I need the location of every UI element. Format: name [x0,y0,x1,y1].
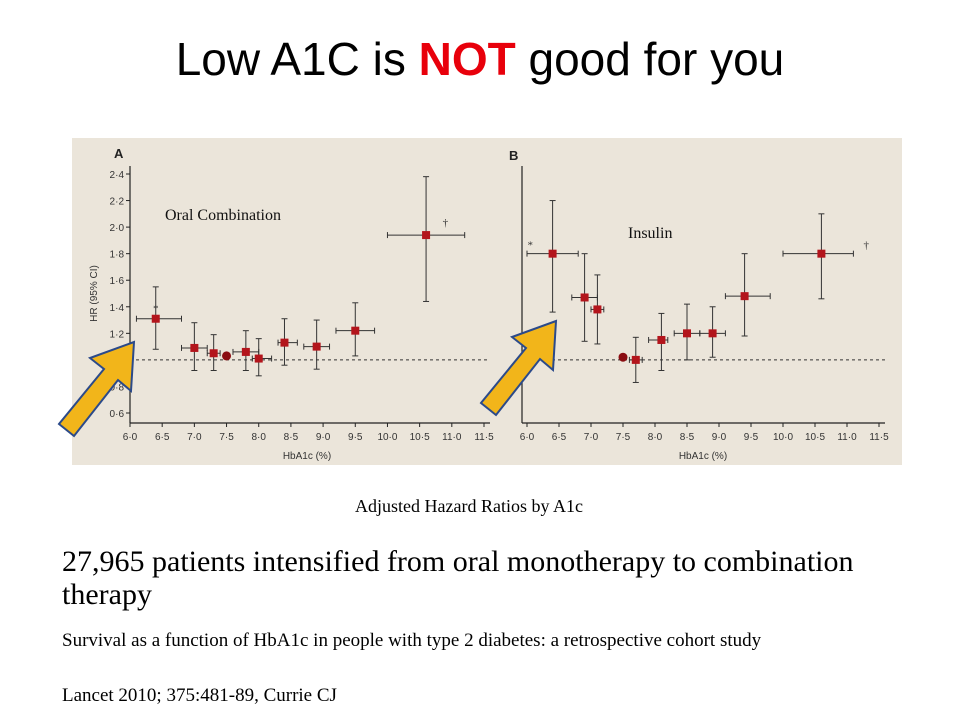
panel-b-label: B [509,148,518,163]
panel-a-x-tick-label: 11·5 [474,432,494,443]
panel-a-hr-point [151,314,160,323]
panel-a-hr-point [241,347,250,356]
panel-b-x-tick-label: 10·5 [805,432,825,443]
panel-b-hr-point [593,305,602,314]
panel-a-x-tick-label: 6·0 [123,432,138,443]
panel-b-x-tick-label: 6·0 [520,432,535,443]
panel-a-hr-point [351,326,360,335]
panel-a-hr-point [190,343,199,352]
panel-a-y-tick-label: 2·4 [110,170,125,181]
title-suffix: good for you [515,33,785,85]
panel-b-reference-point [618,352,628,362]
panel-a-hr-point [422,231,431,240]
panel-b-hr-point [548,249,557,258]
panel-a-y-axis-label: HR (95% CI) [89,265,100,322]
citation-reference: Lancet 2010; 375:481-89, Currie CJ [62,685,337,706]
panel-a-x-tick-label: 11·0 [442,432,462,443]
panel-b-significance-mark: * [527,239,533,251]
panel-a-y-tick-label: 2·0 [110,223,125,234]
panel-a-x-tick-label: 8·0 [252,432,267,443]
panel-a-hr-point [280,338,289,347]
panel-a-x-tick-label: 8·5 [284,432,299,443]
panel-b-x-tick-label: 9·5 [744,432,759,443]
panel-a-x-tick-label: 9·5 [348,432,363,443]
panel-a-y-tick-label: 1·4 [110,303,125,314]
figure-caption: Adjusted Hazard Ratios by A1c [355,496,583,516]
panel-a-hr-point [312,342,321,351]
panel-a-x-tick-label: 9·0 [316,432,331,443]
panel-b-hr-point [708,329,717,338]
citation-title: Survival as a function of HbA1c in peopl… [62,630,762,651]
hazard-ratio-figure: A0·60·81·01·21·41·61·82·02·22·4HR (95% C… [72,138,902,465]
title-prefix: Low A1C is [175,33,419,85]
panel-a-y-tick-label: 1·6 [110,276,125,287]
panel-a-x-tick-label: 7·5 [219,432,234,443]
panel-b-hr-point [740,292,749,301]
panel-a-y-tick-label: 0·6 [110,409,125,420]
panel-a-annotation: Oral Combination [165,207,281,224]
panel-a-x-tick-label: 6·5 [155,432,170,443]
title-emphasis: NOT [418,33,516,85]
panel-b-x-tick-label: 6·5 [552,432,567,443]
study-headline: 27,965 patients intensified from oral mo… [62,545,854,611]
panel-a-x-tick-label: 7·0 [187,432,202,443]
hazard-ratio-svg: A0·60·81·01·21·41·61·82·02·22·4HR (95% C… [89,146,889,462]
panel-b-hr-point [817,249,826,258]
panel-a-label: A [114,146,124,161]
panel-a-y-tick-label: 2·2 [110,197,125,208]
panel-b-x-tick-label: 11·0 [837,432,857,443]
panel-a-x-tick-label: 10·5 [410,432,430,443]
panel-b-annotation: Insulin [628,225,672,242]
panel-b-x-tick-label: 7·0 [584,432,599,443]
panel-b-significance-mark: † [863,239,869,251]
panel-b-hr-point [631,355,640,364]
panel-b-hr-point [657,335,666,344]
arrow-pointer-a-icon [57,340,136,438]
panel-b-x-axis-label: HbA1c (%) [679,451,727,462]
panel-b-x-tick-label: 8·5 [680,432,695,443]
panel-a-y-tick-label: 1·2 [110,329,125,340]
panel-a-x-tick-label: 10·0 [377,432,397,443]
panel-a-significance-mark: † [443,217,449,229]
panel-a-hr-point [254,354,263,363]
panel-a-x-axis-label: HbA1c (%) [283,451,331,462]
arrow-pointer-b-icon [479,319,558,417]
panel-b-hr-point [683,329,691,338]
panel-a-significance-mark: * [153,303,159,315]
panel-b-x-tick-label: 11·5 [869,432,889,443]
panel-a-hr-point [209,349,218,358]
panel-a-reference-point [222,351,232,361]
panel-b-x-tick-label: 7·5 [616,432,631,443]
panel-b-x-tick-label: 9·0 [712,432,727,443]
panel-b-hr-point [580,293,589,302]
panel-b-x-tick-label: 8·0 [648,432,663,443]
panel-b-x-tick-label: 10·0 [773,432,793,443]
panel-a-y-tick-label: 0·8 [110,382,125,393]
panel-a-y-tick-label: 1·8 [110,250,125,261]
slide-title: Low A1C is NOT good for you [0,34,960,85]
